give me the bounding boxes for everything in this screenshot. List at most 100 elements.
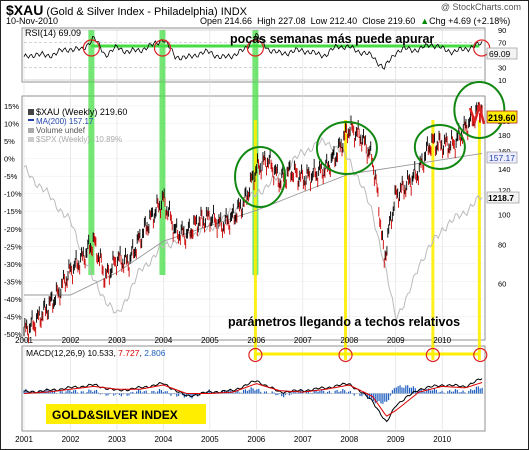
spx-current-label: 1218.7: [488, 193, 514, 203]
x-tick-label: 2006: [247, 336, 265, 345]
y-tick-left: -20%: [4, 225, 22, 234]
x-tick-label: 2005: [201, 336, 219, 345]
y-tick-left: -35%: [4, 277, 22, 286]
x-tick-label: 2003: [108, 435, 126, 444]
macd-peak-circle: [473, 347, 488, 363]
exchange: INDX: [220, 6, 247, 18]
macd-peak-circle: [248, 347, 263, 363]
yellow-highlight-line: [253, 120, 257, 360]
rsi-peak-circle: [82, 39, 100, 57]
macd-legend: MACD(12,26,9) 10.533, 7.727, 2.806: [26, 348, 166, 358]
price-value-box: [486, 110, 518, 124]
y-tick-right: 160: [498, 147, 511, 156]
x-tick-label: 2004: [154, 435, 172, 444]
macd-panel: [21, 345, 486, 432]
y-tick-left: 10%: [4, 120, 19, 129]
green-highlight-band: [159, 30, 166, 275]
y-tick-left: 5%: [4, 137, 15, 146]
rsi-value-box: [486, 47, 518, 60]
x-tick-label: 2001: [15, 336, 33, 345]
price-plot: [23, 102, 483, 344]
low-value: Low 212.40: [310, 16, 358, 26]
y-tick-left: 0%: [4, 155, 15, 164]
x-tick-label: 2002: [62, 336, 80, 345]
annotation-marks: [82, 39, 506, 363]
rsi-line: [23, 32, 483, 70]
legend-swatch-ma: [28, 119, 34, 121]
x-tick-label: 2010: [433, 435, 451, 444]
y-tick-left: -10%: [4, 190, 22, 199]
ohlc-readout: Open 214.66 High 227.08 Low 212.40 Close…: [200, 16, 510, 26]
badge-box: [46, 404, 206, 424]
legend-price: $XAU (Weekly) 219.60: [36, 107, 127, 117]
x-tick-label: 2002: [62, 435, 80, 444]
macd-legend-name: MACD(12,26,9): [26, 348, 85, 358]
y-tick-right: 120: [498, 186, 511, 195]
close-value: Close 219.60: [362, 16, 416, 26]
signal-line: [23, 382, 483, 417]
price-top-ellipse: [413, 124, 466, 170]
legend-swatch-price: [28, 109, 34, 115]
x-tick-label: 2001: [15, 435, 33, 444]
legend-swatch-spx: [28, 137, 34, 142]
annotation-bottom: parámetros llegando a techos relativos: [228, 315, 460, 329]
change-arrow: ▲: [420, 16, 430, 26]
macd-peak-circle: [425, 347, 440, 363]
price-top-ellipse: [453, 81, 506, 139]
x-tick-label: 2010: [433, 336, 451, 345]
x-tick-label: 2009: [387, 336, 405, 345]
price-current-label: 219.60: [488, 113, 516, 123]
y-tick-left: -30%: [4, 260, 22, 269]
y-tick-left: -5%: [4, 172, 18, 181]
change-value: Chg +4.69 (+2.18%): [429, 16, 511, 26]
date-label: 10-Nov-2010: [6, 16, 59, 26]
annotation-top: pocas semanas más puede apurar: [230, 32, 434, 46]
rsi-legend: RSI(14) 69.09: [25, 28, 81, 38]
rsi-tick-label: 10: [498, 76, 506, 85]
y-tick-right: 60: [498, 279, 506, 288]
rsi-tick-label: 90: [498, 26, 506, 35]
price-top-ellipse: [315, 121, 378, 175]
y-tick-left: -15%: [4, 207, 22, 216]
rsi-plot: [23, 29, 484, 81]
y-tick-left: -50%: [4, 330, 22, 339]
rsi-tick-label: 70: [498, 39, 506, 48]
legend-volume: Volume undef: [36, 126, 86, 135]
macd-plot: [23, 378, 484, 423]
spx-line: [23, 137, 483, 322]
y-tick-right: 100: [498, 210, 511, 219]
badge-label: GOLD&SILVER INDEX: [52, 408, 178, 422]
macd-legend-value: 10.533: [87, 348, 113, 358]
y-tick-left: 15%: [4, 102, 19, 111]
x-tick-label: 2007: [294, 336, 312, 345]
y-tick-left: -40%: [4, 295, 22, 304]
macd-line: [23, 378, 483, 423]
legend-swatch-volume: [28, 128, 34, 133]
symbol: $XAU: [6, 2, 44, 18]
price-top-ellipse: [234, 146, 287, 208]
watermark: @ StockCharts.com: [440, 2, 521, 12]
y-tick-left: -45%: [4, 312, 22, 321]
ma-current-label: 157.17: [489, 153, 515, 163]
green-highlight-band: [88, 30, 95, 275]
rsi-peak-circle: [153, 39, 172, 57]
ma-line: [24, 152, 483, 296]
macd-legend-signal: 7.727: [118, 348, 140, 358]
x-tick-label: 2005: [201, 435, 219, 444]
high-value: High 227.08: [257, 16, 306, 26]
yellow-highlight-line: [477, 120, 481, 360]
red-w-mark: [468, 101, 486, 127]
x-tick-label: 2003: [108, 336, 126, 345]
ma-value-box: [486, 151, 518, 164]
legend-spx: $SPX (Weekly) -10.89%: [36, 135, 122, 144]
macd-peak-circle: [338, 347, 353, 363]
rsi-tick-label: 30: [498, 64, 506, 73]
spx-value-box: [486, 191, 520, 204]
x-tick-label: 2008: [340, 435, 358, 444]
x-tick-label: 2007: [294, 435, 312, 444]
y-tick-right: 180: [498, 131, 511, 140]
y-tick-left: -25%: [4, 242, 22, 251]
x-tick-label: 2004: [154, 336, 172, 345]
